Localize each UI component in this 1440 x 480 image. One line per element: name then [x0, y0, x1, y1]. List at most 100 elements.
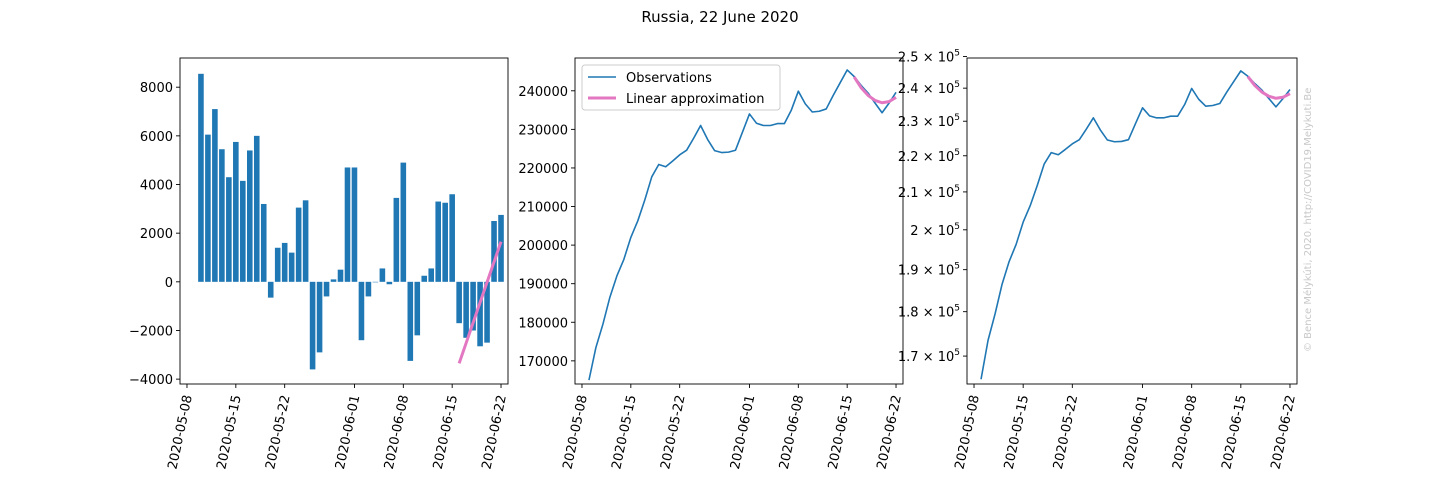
- legend: Observations Linear approximation: [581, 64, 781, 111]
- y-tick-label: 4000: [140, 179, 173, 194]
- y-tick-label-mantissa: 2 × 10: [910, 224, 954, 239]
- y-tick-label-exponent: 5: [954, 262, 960, 272]
- linear-approximation-line: [1246, 75, 1291, 100]
- axes-frame: [179, 57, 509, 385]
- bar: [442, 202, 448, 282]
- daily-change-bar-chart: −4000 −2000 0 2000 4000 6000 8000 2020-05-08 202…: [129, 57, 510, 471]
- series-line-observations: [980, 70, 1291, 380]
- x-tick-label: 2020-05-15: [609, 394, 639, 471]
- bar: [400, 162, 407, 282]
- bar: [456, 281, 462, 324]
- y-tick-label-exponent: 5: [954, 148, 960, 158]
- bar: [212, 109, 218, 282]
- bar: [470, 281, 476, 331]
- bar: [309, 281, 316, 370]
- x-tick-label: 2020-06-22: [480, 394, 510, 471]
- y-tick-label-exponent: 5: [954, 184, 960, 194]
- bar: [253, 135, 260, 282]
- y-tick-label: 0: [165, 276, 173, 291]
- y-tick-label: 190000: [518, 278, 568, 293]
- x-tick-label: 2020-06-08: [1170, 394, 1200, 471]
- x-tick-label: 2020-05-08: [166, 394, 196, 471]
- y-tick-label: 2000: [140, 227, 173, 242]
- y-tick-label-exponent: 5: [954, 348, 960, 358]
- bar: [226, 177, 232, 282]
- bar: [330, 279, 337, 282]
- bar: [337, 269, 344, 282]
- y-tick-label: −4000: [129, 373, 173, 388]
- y-tick-label: 1.7 × 105: [898, 348, 960, 365]
- x-tick-label: 2020-06-01: [1121, 394, 1151, 471]
- y-tick-label-mantissa: 2.1 × 10: [898, 186, 954, 201]
- y-tick-label-mantissa: 2.3 × 10: [898, 115, 954, 130]
- bar: [240, 180, 246, 282]
- y-tick-label-mantissa: 2.4 × 10: [898, 82, 954, 97]
- credit-watermark: © Bence Mélykúti, 2020. http://COVID19.M…: [1302, 88, 1314, 352]
- legend-label: Linear approximation: [626, 92, 764, 107]
- axes-frame: [966, 57, 1298, 385]
- bar: [288, 252, 295, 282]
- bar: [477, 281, 483, 347]
- x-tick-label: 2020-05-22: [658, 394, 688, 471]
- bar: [219, 149, 225, 282]
- y-tick-label: 1.8 × 105: [898, 304, 960, 321]
- bar: [267, 281, 274, 298]
- y-tick-label: 230000: [518, 123, 568, 138]
- bar: [274, 247, 281, 282]
- bar: [435, 201, 441, 282]
- x-tick-label: 2020-06-01: [333, 394, 363, 471]
- bar: [281, 242, 288, 282]
- bar: [484, 281, 490, 343]
- legend-box: [581, 64, 781, 111]
- y-tick-label-mantissa: 1.8 × 10: [898, 306, 954, 321]
- bar: [393, 197, 400, 282]
- x-tick-label: 2020-05-08: [953, 394, 983, 471]
- bar: [358, 281, 365, 341]
- x-tick-label: 2020-05-08: [561, 394, 591, 471]
- bar: [302, 200, 309, 282]
- axes-frame: [574, 57, 904, 385]
- y-tick-label-mantissa: 2.5 × 10: [898, 50, 954, 65]
- x-tick-label: 2020-05-22: [1051, 394, 1081, 471]
- y-tick-label-exponent: 5: [954, 80, 960, 90]
- y-tick-label: 6000: [140, 130, 173, 145]
- bar: [198, 73, 204, 282]
- bar: [421, 275, 428, 282]
- linear-approximation-line: [457, 241, 503, 364]
- y-tick-label-mantissa: 1.7 × 10: [898, 350, 954, 365]
- bar: [491, 221, 497, 282]
- x-tick-label: 2020-06-08: [382, 394, 412, 471]
- bar: [351, 167, 358, 282]
- bar: [316, 281, 323, 353]
- series-line-observations: [588, 69, 897, 381]
- figure-title: Russia, 22 June 2020: [641, 8, 798, 26]
- y-tick-label: −2000: [129, 324, 173, 339]
- bar: [449, 194, 455, 282]
- bar: [344, 167, 351, 282]
- y-tick-label: 2.4 × 105: [898, 80, 960, 97]
- y-tick-label-exponent: 5: [954, 222, 960, 232]
- y-tick-label: 2.3 × 105: [898, 113, 960, 130]
- y-tick-label: 220000: [518, 162, 568, 177]
- linear-approximation-line: [852, 76, 897, 105]
- x-tick-label: 2020-06-08: [777, 394, 807, 471]
- bar: [414, 281, 421, 336]
- bar: [233, 141, 239, 282]
- x-tick-label: 2020-06-22: [1269, 394, 1299, 471]
- x-tick-label: 2020-06-15: [1219, 394, 1249, 471]
- bar: [498, 214, 504, 282]
- cumulative-line-chart: 170000 180000 190000 200000 210000 220000 2300…: [518, 57, 905, 471]
- x-tick-label: 2020-05-15: [1002, 394, 1032, 471]
- y-tick-label: 2.2 × 105: [898, 148, 960, 165]
- bar: [260, 203, 267, 282]
- y-tick-label: 8000: [140, 81, 173, 96]
- y-tick-label-exponent: 5: [954, 48, 960, 58]
- bar: [428, 268, 435, 282]
- y-tick-label: 200000: [518, 239, 568, 254]
- x-tick-label: 2020-06-15: [826, 394, 856, 471]
- bar: [295, 207, 302, 282]
- bar: [247, 150, 253, 282]
- bar: [365, 281, 372, 297]
